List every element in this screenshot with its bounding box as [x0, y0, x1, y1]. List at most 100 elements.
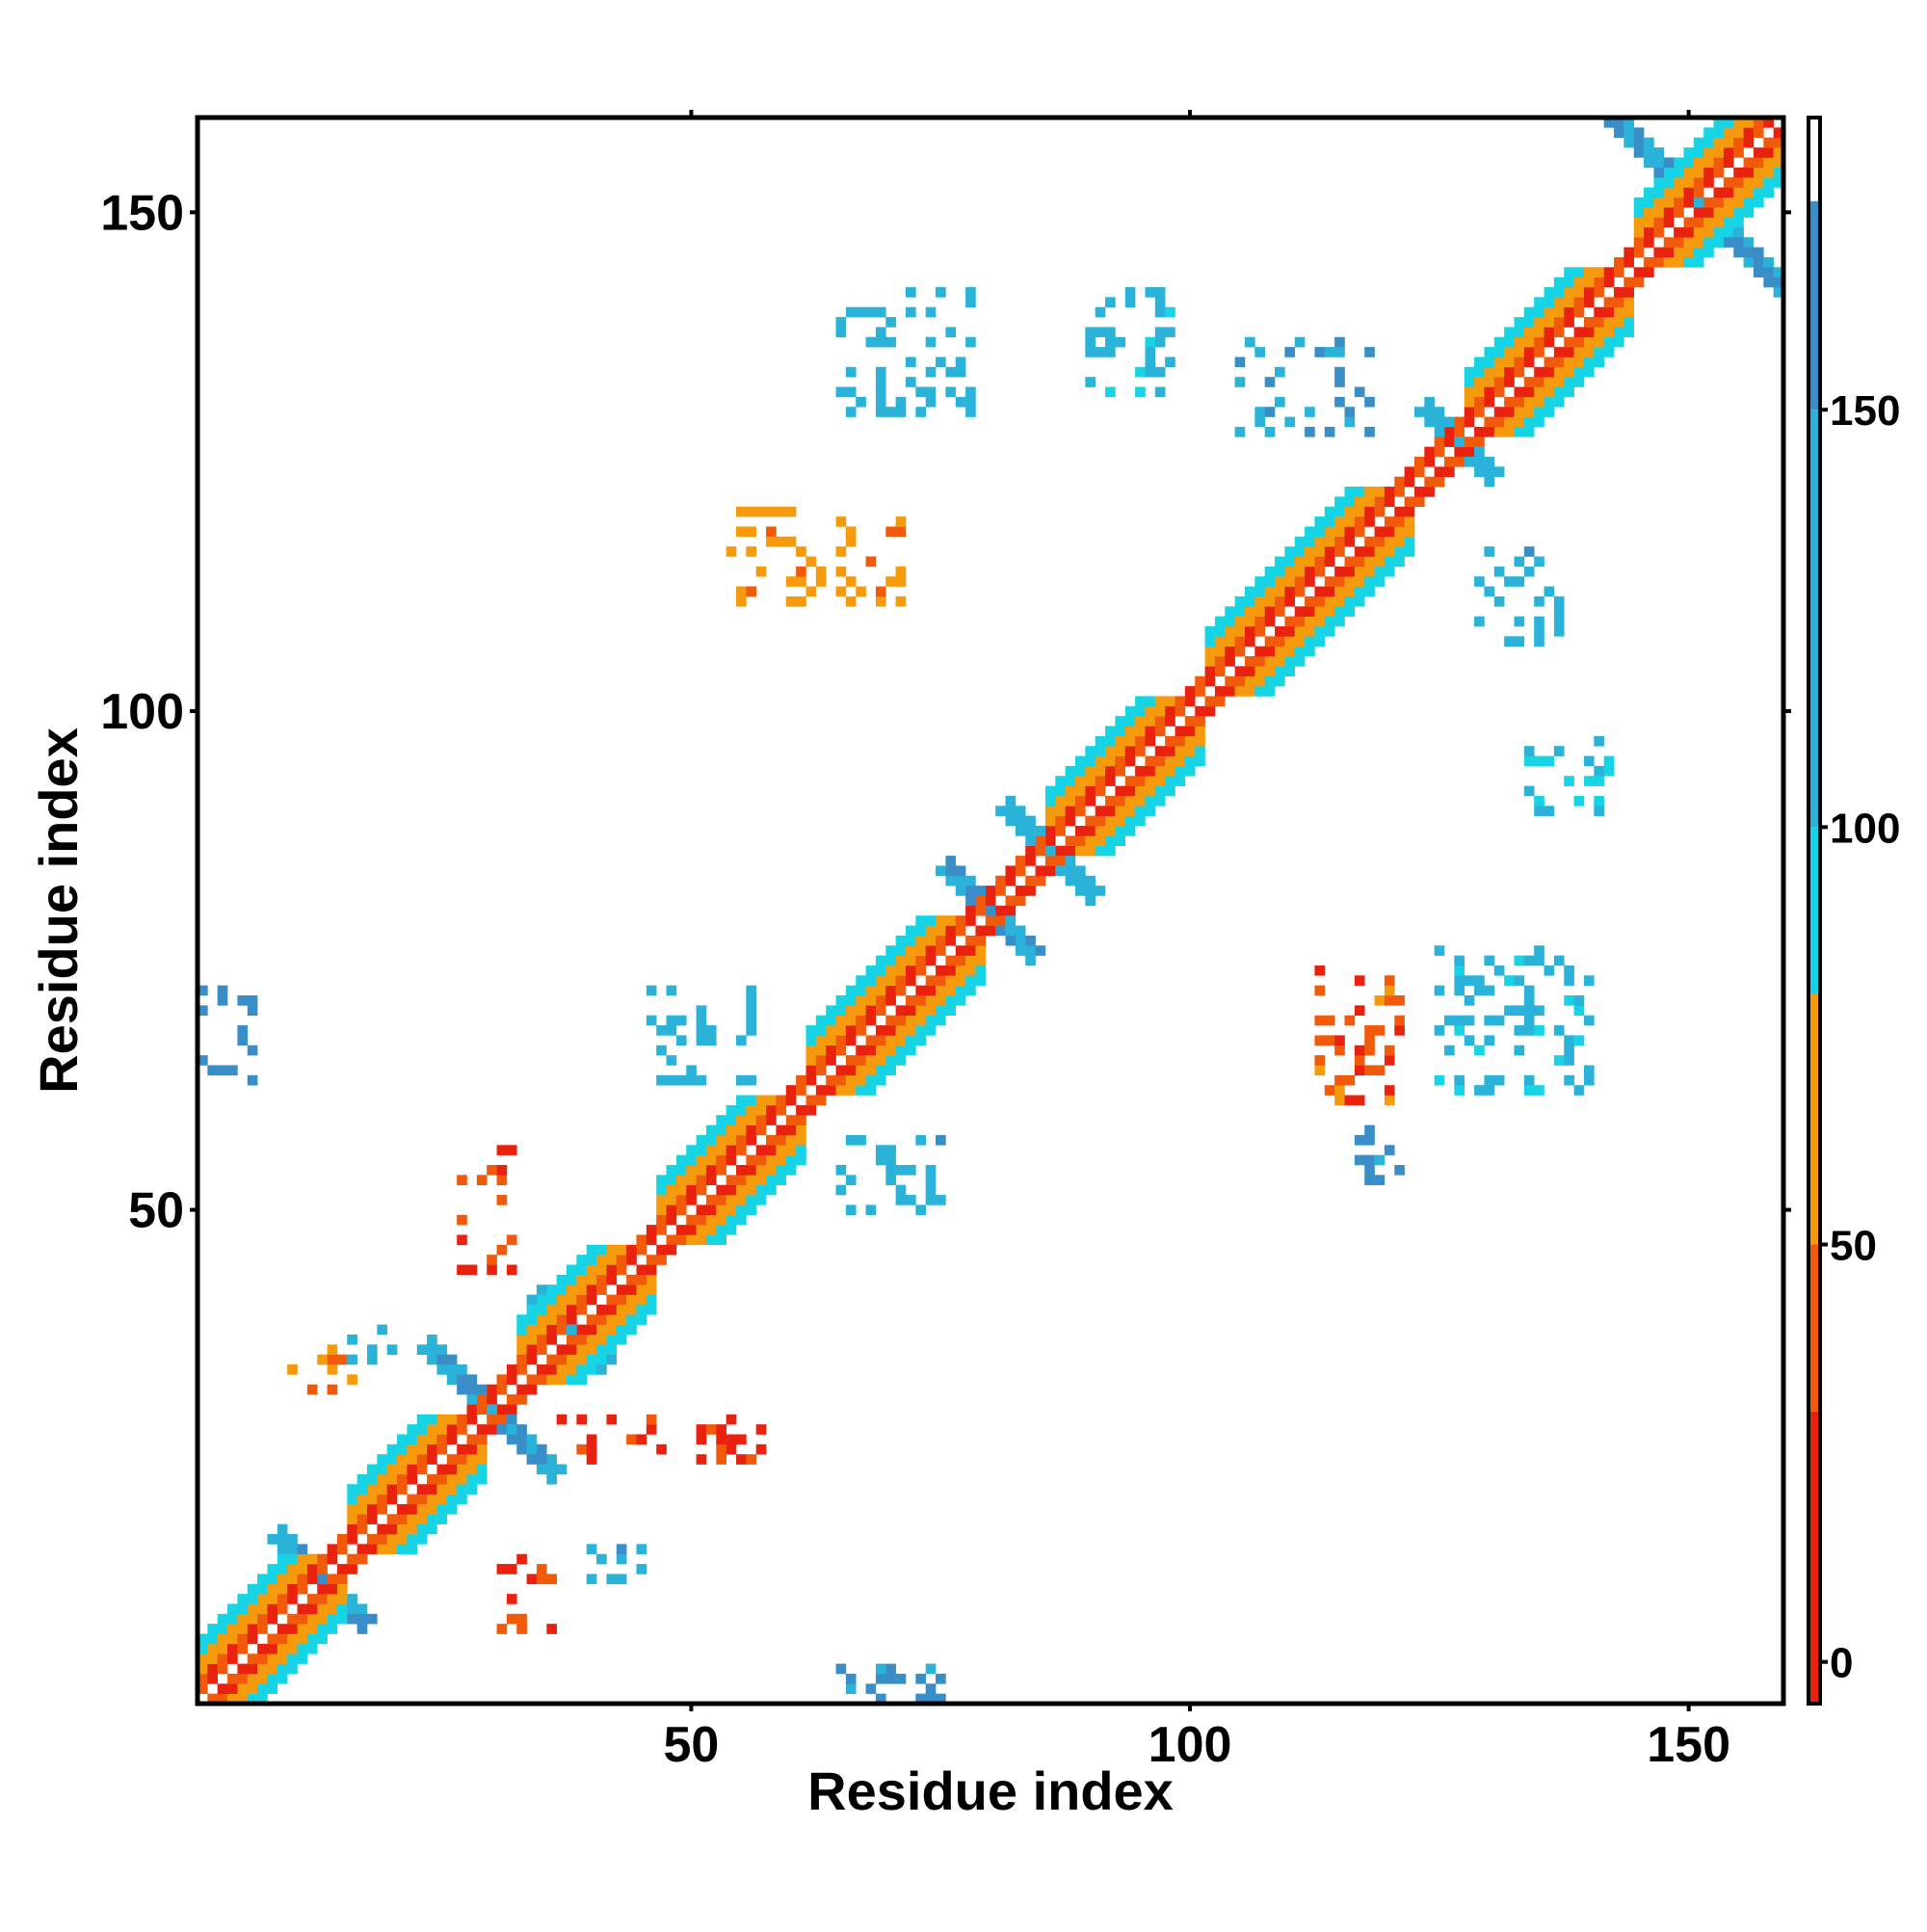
- heatmap-cell: [416, 1414, 428, 1425]
- heatmap-cell: [1264, 566, 1276, 577]
- heatmap-cell: [736, 1214, 747, 1226]
- heatmap-cell: [885, 994, 896, 1006]
- heatmap-cell: [705, 1424, 717, 1435]
- heatmap-cell: [1124, 806, 1136, 816]
- heatmap-cell: [925, 1025, 937, 1036]
- heatmap-cell: [1603, 327, 1615, 338]
- heatmap-cell: [1044, 835, 1056, 847]
- heatmap-cell: [1534, 616, 1544, 627]
- heatmap-cell: [1384, 487, 1395, 497]
- heatmap-cell: [936, 1693, 946, 1705]
- heatmap-cell: [1344, 496, 1356, 508]
- heatmap-cell: [1394, 487, 1405, 497]
- heatmap-cell: [377, 1454, 387, 1465]
- heatmap-cell: [1523, 336, 1535, 348]
- heatmap-cell: [865, 1085, 877, 1096]
- heatmap-cell: [496, 1624, 508, 1634]
- heatmap-cell: [546, 1324, 557, 1336]
- heatmap-cell: [835, 1065, 847, 1076]
- heatmap-cell: [257, 1613, 268, 1625]
- heatmap-cell: [516, 1354, 527, 1365]
- heatmap-cell: [1753, 256, 1764, 268]
- heatmap-cell: [875, 1693, 886, 1705]
- heatmap-cell: [885, 1025, 896, 1036]
- heatmap-cell: [1583, 327, 1595, 338]
- heatmap-cell: [915, 925, 927, 937]
- heatmap-cell: [1583, 755, 1595, 767]
- heatmap-cell: [336, 1354, 348, 1365]
- heatmap-cell: [407, 1443, 418, 1455]
- heatmap-cell: [1354, 586, 1365, 597]
- heatmap-cell: [955, 985, 966, 996]
- heatmap-cell: [546, 1574, 557, 1585]
- heatmap-cell: [1204, 636, 1216, 647]
- heatmap-cell: [1314, 1015, 1326, 1026]
- heatmap-cell: [1603, 765, 1615, 777]
- heatmap-cell: [636, 1264, 647, 1276]
- heatmap-cell: [267, 1633, 278, 1645]
- heatmap-cell: [446, 1454, 458, 1465]
- heatmap-cell: [1723, 237, 1734, 248]
- heatmap-cell: [1444, 1015, 1455, 1026]
- heatmap-cell: [1644, 157, 1654, 169]
- heatmap-cell: [856, 975, 866, 986]
- heatmap-cell: [875, 586, 886, 597]
- heatmap-cell: [1284, 656, 1296, 667]
- heatmap-cell: [1195, 675, 1205, 687]
- heatmap-cell: [1753, 247, 1764, 258]
- heatmap-cell: [317, 1603, 328, 1615]
- heatmap-cell: [716, 1145, 726, 1155]
- heatmap-cell: [815, 1045, 827, 1056]
- heatmap-cell: [1305, 566, 1315, 577]
- heatmap-cell: [875, 386, 886, 398]
- heatmap-cell: [567, 1334, 577, 1345]
- heatmap-cell: [736, 1175, 747, 1185]
- heatmap-cell: [805, 1045, 817, 1056]
- heatmap-cell: [1145, 705, 1156, 717]
- heatmap-cell: [1284, 556, 1296, 568]
- heatmap-cell: [556, 1284, 568, 1295]
- heatmap-cell: [865, 985, 877, 996]
- heatmap-cell: [636, 1244, 647, 1256]
- heatmap-cell: [1095, 327, 1106, 338]
- heatmap-cell: [995, 886, 1006, 896]
- y-axis-title: Residue index: [28, 728, 89, 1094]
- heatmap-cell: [1573, 377, 1585, 387]
- heatmap-cell: [1124, 776, 1136, 786]
- heatmap-cell: [207, 1633, 218, 1645]
- heatmap-cell: [446, 1354, 458, 1365]
- heatmap-cell: [1444, 1045, 1455, 1056]
- heatmap-cell: [1773, 267, 1784, 278]
- heatmap-cell: [936, 985, 946, 996]
- heatmap-cell: [407, 1534, 418, 1545]
- heatmap-cell: [746, 1104, 757, 1116]
- heatmap-cell: [397, 1484, 408, 1495]
- heatmap-cell: [1583, 297, 1595, 307]
- heatmap-cell: [955, 357, 966, 368]
- heatmap-cell: [1344, 1015, 1356, 1026]
- heatmap-cell: [616, 1314, 627, 1325]
- heatmap-cell: [815, 1015, 827, 1026]
- heatmap-cell: [1015, 925, 1026, 937]
- heatmap-cell: [1474, 396, 1485, 408]
- heatmap-cell: [1135, 765, 1146, 777]
- heatmap-cell: [1564, 1045, 1574, 1056]
- heatmap-cell: [1674, 237, 1684, 248]
- heatmap-cell: [1644, 217, 1654, 228]
- heatmap-cell: [1514, 317, 1525, 328]
- y-tick-label: 50: [128, 1183, 184, 1239]
- heatmap-cell: [1184, 765, 1196, 777]
- heatmap-cell: [1275, 625, 1285, 637]
- heatmap-cell: [1195, 735, 1205, 747]
- heatmap-cell: [1305, 536, 1315, 547]
- heatmap-cell: [1743, 157, 1755, 169]
- heatmap-cell: [906, 975, 916, 986]
- heatmap-cell: [416, 1514, 428, 1524]
- heatmap-cell: [835, 1025, 847, 1036]
- heatmap-cell: [586, 1574, 597, 1585]
- heatmap-cell: [1305, 556, 1315, 568]
- heatmap-cell: [1493, 566, 1505, 577]
- heatmap-cell: [945, 327, 957, 338]
- heatmap-cell: [567, 1304, 577, 1315]
- heatmap-cell: [936, 915, 946, 926]
